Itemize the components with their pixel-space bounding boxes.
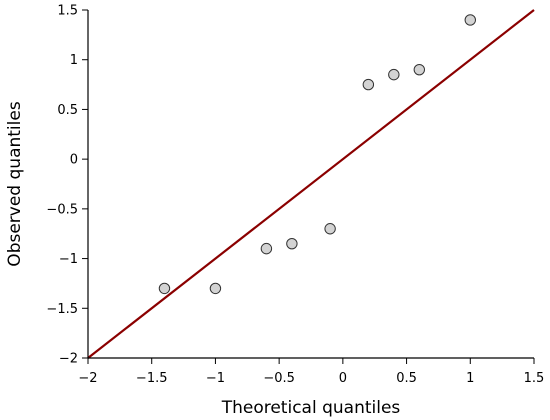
- x-tick-label: −1.5: [136, 371, 168, 386]
- y-tick-label: −1.5: [46, 302, 78, 317]
- x-tick-label: −2: [78, 371, 97, 386]
- data-point: [413, 63, 426, 76]
- data-point: [286, 237, 298, 250]
- y-tick-label: 1.5: [57, 4, 78, 19]
- x-tick-label: 1.5: [524, 371, 545, 386]
- x-tick-label: 0: [339, 371, 347, 386]
- x-ticks: −2 −1.5 −1 −0.5 0 0.5 1 1.5: [78, 358, 544, 386]
- data-point: [324, 223, 336, 235]
- data-point: [362, 78, 375, 91]
- data-point: [388, 68, 400, 81]
- reference-line-layer: [87, 9, 535, 359]
- y-tick-label: 0: [70, 153, 78, 168]
- y-tick-label: −2: [59, 352, 78, 367]
- y-tick-label: −1: [59, 252, 78, 267]
- data-point: [260, 242, 273, 255]
- data-point: [209, 282, 222, 295]
- x-tick-label: −1: [206, 371, 225, 386]
- data-point: [464, 14, 476, 26]
- y-tick-label: 0.5: [57, 103, 78, 118]
- y-tick-label: 1: [70, 53, 78, 68]
- x-tick-label: 1: [466, 371, 474, 386]
- y-ticks: −2 −1.5 −1 −0.5 0 0.5 1 1.5: [46, 4, 88, 367]
- points-layer: [158, 14, 476, 295]
- axes-layer: [87, 10, 534, 359]
- x-tick-label: −0.5: [263, 371, 295, 386]
- reference-line: [87, 9, 535, 359]
- x-axis-title: Theoretical quantiles: [221, 398, 401, 418]
- x-tick-label: 0.5: [396, 371, 417, 386]
- data-point: [158, 282, 171, 295]
- y-tick-label: −0.5: [46, 202, 78, 217]
- y-axis-title: Observed quantiles: [5, 101, 25, 267]
